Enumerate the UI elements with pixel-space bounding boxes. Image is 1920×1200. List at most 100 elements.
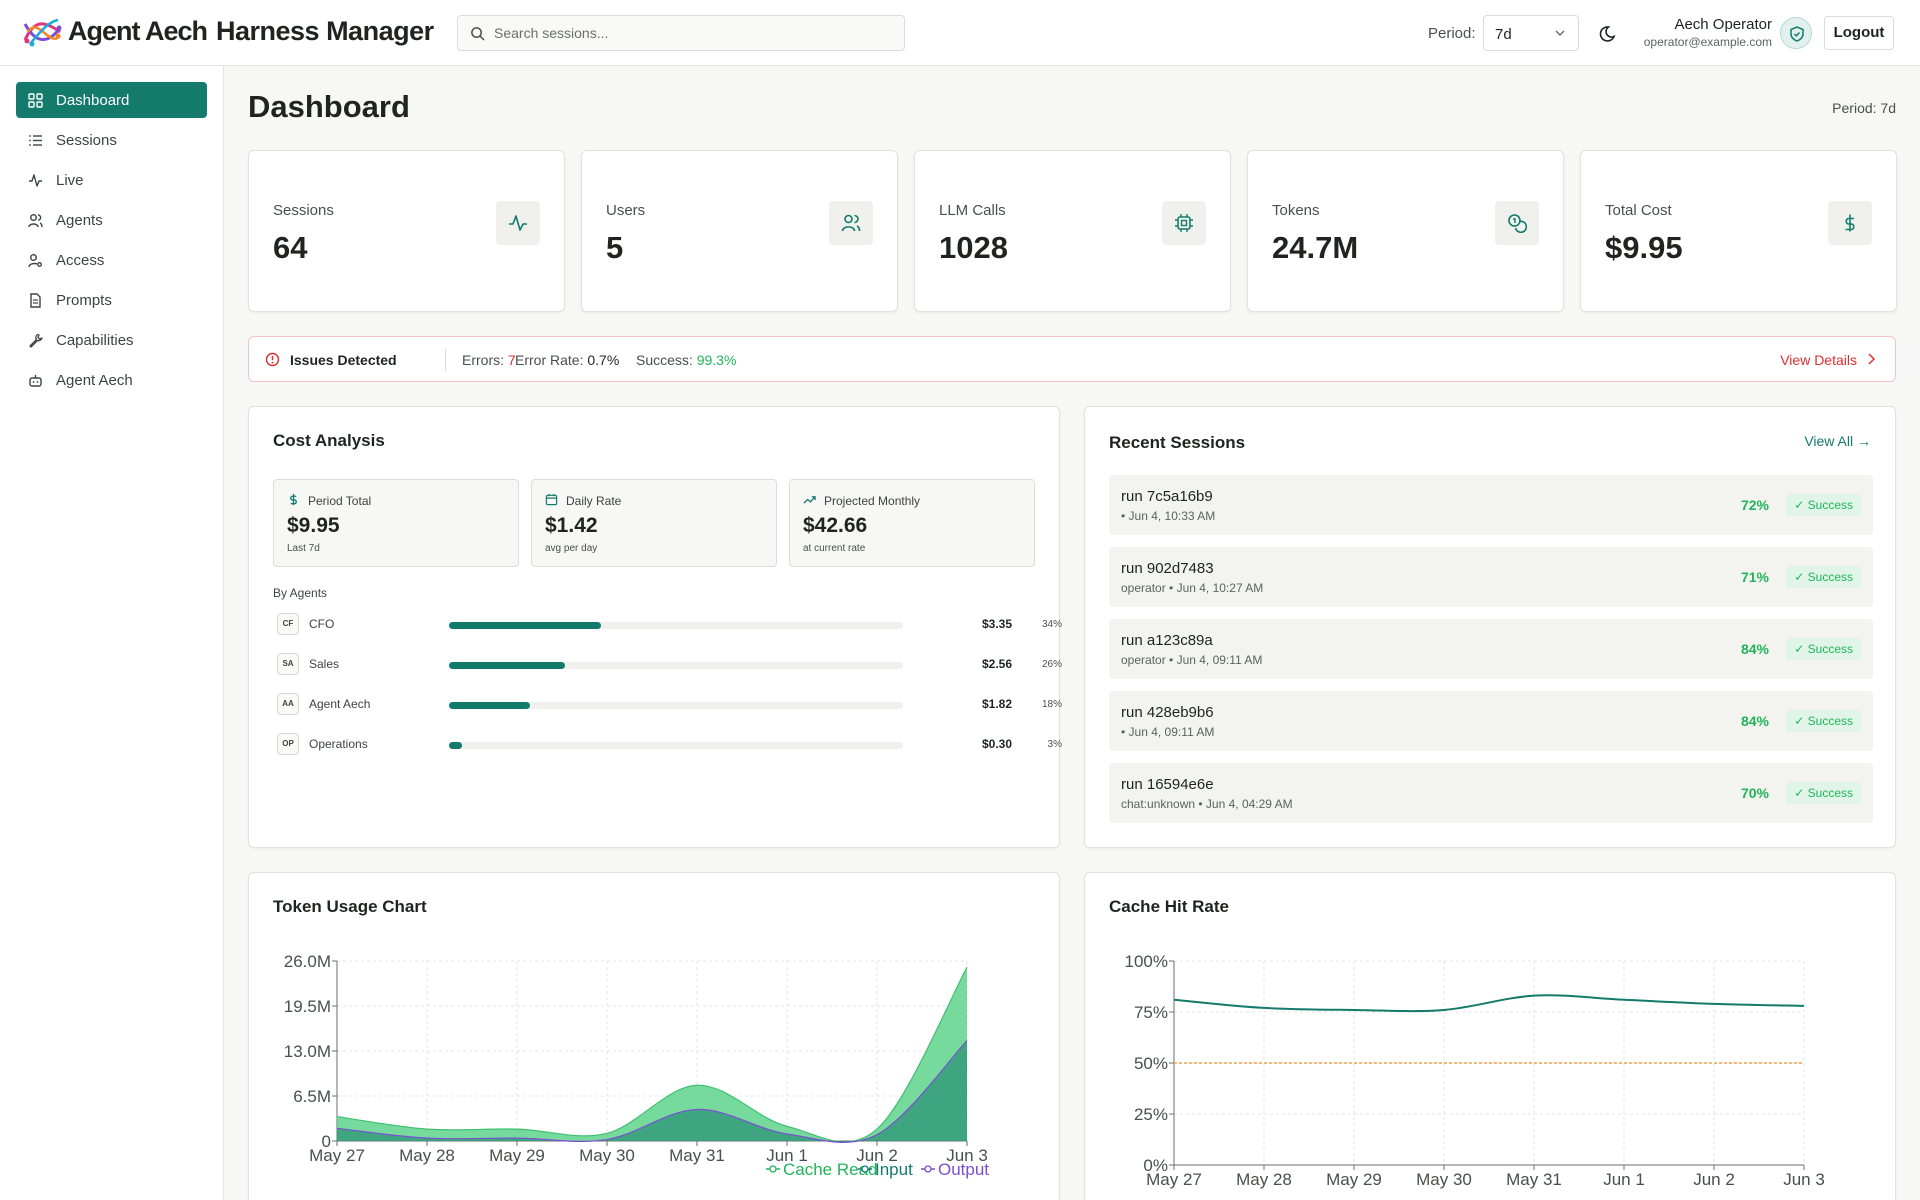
period-select[interactable]: 7d <box>1483 15 1579 51</box>
stat-value: 24.7M <box>1272 230 1359 265</box>
cost-box-label: Period Total <box>308 494 372 508</box>
session-row[interactable]: run 902d7483 operator • Jun 4, 10:27 AM … <box>1109 547 1873 607</box>
x-tick-label: Jun 3 <box>946 1146 988 1165</box>
search-input[interactable] <box>494 16 894 50</box>
session-row[interactable]: run 428eb9b6 • Jun 4, 09:11 AM 84% ✓ Suc… <box>1109 691 1873 751</box>
cache-hit-rate-line <box>1173 994 1805 1013</box>
agent-cost-bar <box>449 622 903 629</box>
stat-value: $9.95 <box>1605 230 1683 265</box>
y-tick-label: 6.5M <box>293 1087 331 1106</box>
session-row[interactable]: run 7c5a16b9 • Jun 4, 10:33 AM 72% ✓ Suc… <box>1109 475 1873 535</box>
y-tick-label: 25% <box>1134 1105 1168 1124</box>
legend-swatch-marker <box>769 1165 777 1173</box>
sidebar-item-access[interactable]: Access <box>16 242 207 278</box>
status-badge: ✓ Success <box>1786 782 1861 804</box>
trending-up-icon <box>803 496 816 504</box>
session-name: run 428eb9b6 <box>1121 704 1214 721</box>
calendar-icon <box>545 493 558 506</box>
stat-card-llm-calls: LLM Calls 1028 <box>914 150 1231 312</box>
panel-title: Cache Hit Rate <box>1109 897 1229 916</box>
agent-cost: $0.30 <box>981 737 1012 751</box>
input-area <box>337 1040 967 1143</box>
success-value: 99.3% <box>696 352 737 368</box>
agent-cost-bar-fill <box>449 622 602 629</box>
issues-banner: Issues Detected Errors: 7 Error Rate: 0.… <box>248 336 1896 382</box>
shield-check-icon <box>1790 26 1804 42</box>
period-select-value: 7d <box>1495 26 1512 43</box>
x-tick-label: May 31 <box>1506 1170 1562 1189</box>
agent-name: CFO <box>309 617 335 631</box>
sidebar-item-agents[interactable]: Agents <box>16 202 207 238</box>
sidebar-item-dashboard[interactable]: Dashboard <box>16 82 207 118</box>
agent-cost: $3.35 <box>981 617 1012 631</box>
agent-cost-pct: 26% <box>1041 659 1062 670</box>
errors-label: Errors: <box>462 352 504 368</box>
sidebar-item-prompts[interactable]: Prompts <box>16 282 207 318</box>
chevron-right-icon[interactable] <box>1867 353 1875 365</box>
wrench-icon <box>29 333 43 348</box>
sidebar-item-label: Live <box>56 172 84 189</box>
view-details-link[interactable]: View Details <box>1780 352 1857 368</box>
sidebar-item-capabilities[interactable]: Capabilities <box>16 322 207 358</box>
cache-hit-rate-panel: Cache Hit Rate 0% 25% 50% 75% 100% May 27 May … <box>1084 872 1896 1200</box>
agent-cost-bar <box>449 662 903 669</box>
legend-label: Output <box>938 1160 989 1179</box>
chevron-down-icon <box>1555 30 1565 37</box>
sidebar-item-label: Prompts <box>56 292 112 309</box>
coins-icon <box>1508 214 1527 233</box>
recent-sessions-panel: Recent Sessions View All → run 7c5a16b9 … <box>1084 406 1896 848</box>
agent-cost-row: CF CFO $3.35 34% <box>277 613 1062 637</box>
sidebar-item-label: Agents <box>56 212 103 229</box>
cache-read-area <box>337 967 967 1142</box>
y-tick-label: 26.0M <box>284 952 331 971</box>
y-tick-label: 50% <box>1134 1054 1168 1073</box>
by-agents-heading: By Agents <box>273 586 328 600</box>
period-note: Period: 7d <box>1832 100 1896 116</box>
sidebar-item-sessions[interactable]: Sessions <box>16 122 207 158</box>
agent-cost-bar-fill <box>449 702 530 709</box>
agent-cost-pct: 3% <box>1047 739 1062 750</box>
list-icon <box>29 135 42 146</box>
panel-title: Token Usage Chart <box>273 897 427 916</box>
cache-read-line <box>336 966 968 1143</box>
issues-success: Success: 99.3% <box>636 352 736 368</box>
stat-label: Tokens <box>1272 202 1320 219</box>
stat-card-total-cost: Total Cost $9.95 <box>1580 150 1897 312</box>
activity-icon <box>29 174 42 187</box>
x-tick-label: May 28 <box>399 1146 455 1165</box>
session-row[interactable]: run 16594e6e chat:unknown • Jun 4, 04:29… <box>1109 763 1873 823</box>
x-tick-label: May 30 <box>579 1146 635 1165</box>
session-meta: • Jun 4, 10:33 AM <box>1121 509 1216 523</box>
app-title: Harness Manager <box>216 16 434 46</box>
stat-label: Total Cost <box>1605 202 1672 219</box>
x-tick-label: May 30 <box>1416 1170 1472 1189</box>
stat-card-tokens: Tokens 24.7M <box>1247 150 1564 312</box>
users-icon <box>841 214 861 232</box>
cost-box-value: $42.66 <box>803 514 868 537</box>
error-rate-label: Error Rate: <box>515 352 584 368</box>
session-score: 84% <box>1740 641 1769 657</box>
x-tick-label: May 29 <box>489 1146 545 1165</box>
sidebar-item-agent-aech[interactable]: Agent Aech <box>16 362 207 398</box>
x-tick-label: Jun 1 <box>1603 1170 1645 1189</box>
search-box[interactable] <box>457 15 905 51</box>
y-tick-label: 19.5M <box>284 997 331 1016</box>
stat-icon-box <box>829 201 873 245</box>
status-badge: ✓ Success <box>1786 494 1861 516</box>
sidebar-item-live[interactable]: Live <box>16 162 207 198</box>
session-meta: operator • Jun 4, 09:11 AM <box>1121 653 1263 667</box>
cost-analysis-panel: Cost Analysis Period Total $9.95 Last 7d… <box>248 406 1062 848</box>
panel-title: Recent Sessions <box>1109 433 1246 452</box>
divider <box>445 349 446 371</box>
y-tick-label: 13.0M <box>284 1042 331 1061</box>
view-all-link[interactable]: View All → <box>1804 433 1871 449</box>
logout-button[interactable]: Logout <box>1824 16 1894 50</box>
y-tick-label: 0 <box>322 1132 331 1151</box>
avatar[interactable] <box>1780 17 1812 49</box>
session-row[interactable]: run a123c89a operator • Jun 4, 09:11 AM … <box>1109 619 1873 679</box>
stat-label: Sessions <box>273 202 334 219</box>
legend-swatch-marker <box>924 1165 932 1173</box>
theme-toggle-button[interactable] <box>1596 19 1624 47</box>
stat-card-sessions: Sessions 64 <box>248 150 565 312</box>
session-name: run 902d7483 <box>1121 560 1214 577</box>
